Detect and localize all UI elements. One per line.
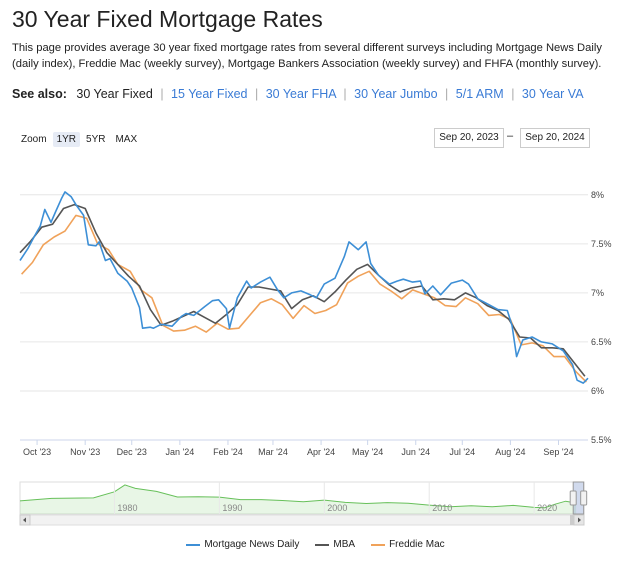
x-tick-label: Nov '23 bbox=[70, 447, 100, 457]
see-also-label: See also: bbox=[12, 87, 67, 101]
navigator-handle-left bbox=[569, 490, 577, 506]
legend-label: Mortgage News Daily bbox=[204, 539, 300, 550]
legend-item-mnd[interactable]: Mortgage News Daily bbox=[186, 539, 299, 550]
legend-label: MBA bbox=[333, 539, 356, 550]
series-line-mnd bbox=[19, 191, 589, 384]
scroll-left-icon bbox=[23, 517, 26, 523]
x-tick-label: Dec '23 bbox=[117, 447, 147, 457]
separator: | bbox=[254, 87, 259, 101]
separator: | bbox=[160, 87, 164, 101]
navigator-tick-label: 2010 bbox=[432, 503, 452, 513]
zoom-5yr-button[interactable]: 5YR bbox=[86, 134, 106, 145]
x-tick-label: Jun '24 bbox=[401, 447, 430, 457]
x-tick-label: Mar '24 bbox=[258, 447, 288, 457]
separator: | bbox=[511, 87, 515, 101]
legend-swatch-freddie bbox=[371, 543, 386, 546]
see-also-current: 30 Year Fixed bbox=[76, 87, 153, 101]
scrollbar-track bbox=[19, 514, 585, 526]
x-tick-label: Sep '24 bbox=[543, 447, 573, 457]
navigator-tick-label: 1990 bbox=[222, 503, 242, 513]
zoom-max-button[interactable]: MAX bbox=[115, 134, 138, 145]
series-line-mba bbox=[19, 203, 586, 377]
legend-swatch-mba bbox=[315, 543, 330, 546]
x-tick-label: Jul '24 bbox=[449, 447, 475, 457]
y-tick-label: 6% bbox=[591, 386, 604, 396]
date-from-input[interactable]: Sep 20, 2023 bbox=[434, 128, 504, 148]
y-tick-label: 7% bbox=[591, 288, 604, 298]
scroll-right-icon bbox=[578, 517, 581, 523]
y-tick-label: 6.5% bbox=[591, 337, 612, 347]
zoom-label: Zoom bbox=[21, 134, 47, 145]
navigator-tick-label: 2000 bbox=[327, 503, 347, 513]
legend-swatch-mnd bbox=[186, 543, 201, 546]
link-30-year-jumbo[interactable]: 30 Year Jumbo bbox=[354, 87, 438, 101]
link-5-1-arm[interactable]: 5/1 ARM bbox=[455, 87, 504, 101]
navigator-tick-label: 2020 bbox=[537, 503, 557, 513]
zoom-controls: Zoom 1YR 5YR MAX bbox=[21, 132, 143, 147]
x-tick-label: Apr '24 bbox=[307, 447, 335, 457]
x-tick-label: Aug '24 bbox=[495, 447, 525, 457]
legend-item-freddie[interactable]: Freddie Mac bbox=[371, 539, 445, 550]
series-line-freddie bbox=[21, 214, 587, 383]
x-tick-label: Jan '24 bbox=[165, 447, 194, 457]
zoom-1yr-button[interactable]: 1YR bbox=[52, 132, 81, 147]
y-tick-label: 5.5% bbox=[591, 435, 612, 445]
x-tick-label: Oct '23 bbox=[23, 447, 51, 457]
link-30-year-va[interactable]: 30 Year VA bbox=[521, 87, 584, 101]
date-to-input[interactable]: Sep 20, 2024 bbox=[520, 128, 590, 148]
x-tick-label: May '24 bbox=[352, 447, 383, 457]
legend-item-mba[interactable]: MBA bbox=[315, 539, 355, 550]
date-separator: – bbox=[507, 130, 514, 142]
link-15-year-fixed[interactable]: 15 Year Fixed bbox=[171, 87, 248, 101]
y-tick-label: 8% bbox=[591, 190, 604, 200]
see-also-nav: See also: 30 Year Fixed | 15 Year Fixed … bbox=[12, 87, 584, 101]
x-tick-label: Feb '24 bbox=[213, 447, 243, 457]
navigator-tick-label: 1980 bbox=[117, 503, 137, 513]
page-description: This page provides average 30 year fixed… bbox=[12, 42, 602, 70]
separator: | bbox=[445, 87, 449, 101]
legend-label: Freddie Mac bbox=[389, 539, 445, 550]
chart-legend: Mortgage News Daily MBA Freddie Mac bbox=[0, 539, 631, 550]
y-tick-label: 7.5% bbox=[591, 239, 612, 249]
navigator-handle-right bbox=[580, 490, 588, 506]
link-30-year-fha[interactable]: 30 Year FHA bbox=[265, 87, 336, 101]
scrollbar-thumb bbox=[570, 515, 574, 525]
page-title: 30 Year Fixed Mortgage Rates bbox=[12, 6, 323, 32]
separator: | bbox=[343, 87, 347, 101]
